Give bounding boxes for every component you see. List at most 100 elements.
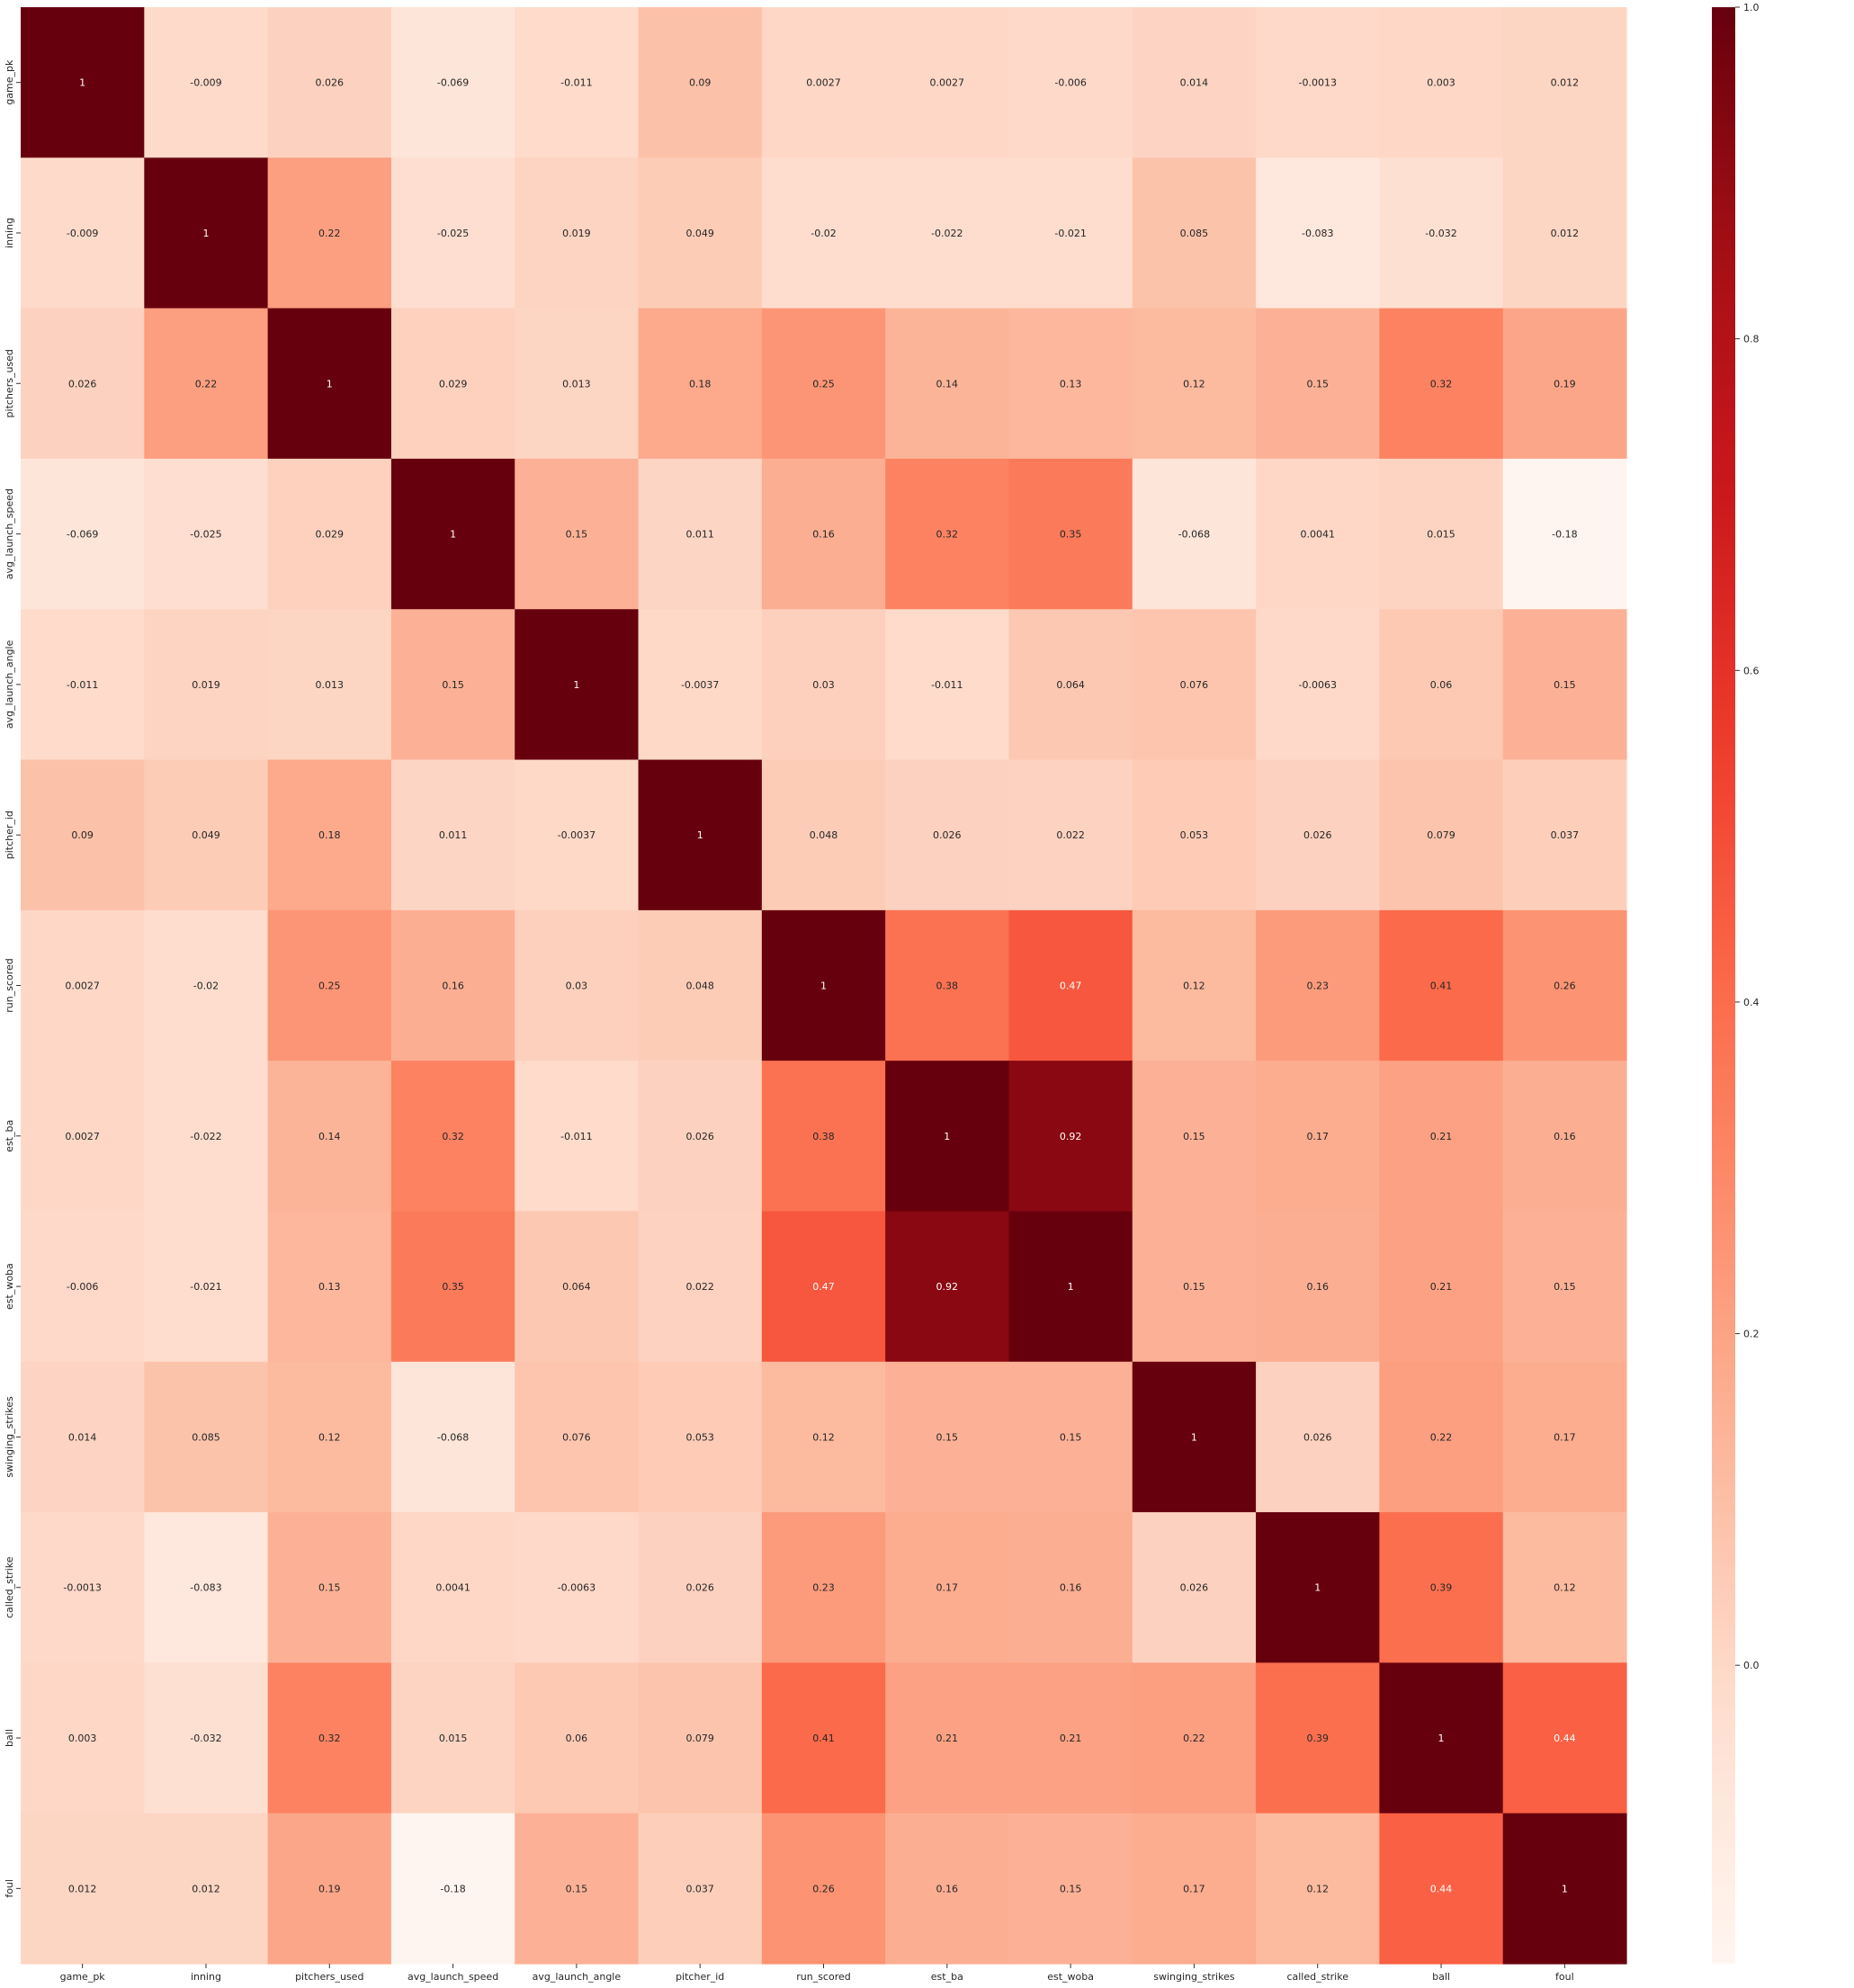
- cell-value-label: -0.068: [437, 1431, 469, 1443]
- heatmap-cell-game_pk-inning: [144, 7, 269, 158]
- cell-value-label: 0.064: [562, 1281, 591, 1293]
- cell-value-label: 0.026: [68, 378, 97, 390]
- heatmap-cell-est_woba-swinging_strikes: [1132, 1211, 1257, 1363]
- heatmap-cell-inning-pitcher_id: [638, 157, 763, 309]
- heatmap-cell-run_scored-foul: [1502, 909, 1627, 1061]
- cell-value-label: 0.076: [1180, 679, 1209, 691]
- cell-value-label: 0.41: [812, 1733, 835, 1744]
- heatmap-cell-ball-est_woba: [1008, 1662, 1133, 1814]
- heatmap-cell-avg_launch_speed-avg_launch_angle: [515, 458, 640, 610]
- y-tick-label: avg_launch_angle: [4, 640, 15, 729]
- cell-value-label: -0.0037: [558, 829, 596, 841]
- cell-value-label: 0.25: [812, 378, 835, 390]
- cell-value-label: 1: [1438, 1733, 1445, 1744]
- cell-value-label: 1: [1068, 1281, 1074, 1293]
- heatmap-cell-inning-foul: [1502, 157, 1627, 309]
- cell-value-label: -0.025: [190, 529, 221, 541]
- cell-value-label: 0.21: [1430, 1281, 1453, 1293]
- heatmap-cell-avg_launch_angle-run_scored: [761, 609, 886, 761]
- cell-value-label: 0.22: [195, 378, 218, 390]
- heatmap-cell-est_ba-run_scored: [761, 1061, 886, 1213]
- cell-value-label: 0.015: [1427, 529, 1455, 541]
- heatmap-cell-foul-called_strike: [1256, 1813, 1380, 1965]
- heatmap-cell-inning-est_ba: [885, 157, 1010, 309]
- heatmap-cell-avg_launch_speed-called_strike: [1256, 458, 1380, 610]
- heatmap-cell-ball-avg_launch_speed: [390, 1662, 515, 1814]
- cell-value-label: 0.32: [1430, 378, 1453, 390]
- y-tick-label: est_ba: [4, 1120, 15, 1152]
- heatmap-cell-called_strike-inning: [144, 1512, 269, 1663]
- cell-value-label: -0.02: [811, 228, 836, 239]
- heatmap-cell-foul-pitchers_used: [267, 1813, 392, 1965]
- cell-value-label: -0.022: [190, 1131, 221, 1142]
- heatmap-cell-pitchers_used-est_woba: [1008, 308, 1133, 460]
- cell-value-label: 0.012: [192, 1883, 220, 1894]
- heatmap-cell-ball-run_scored: [761, 1662, 886, 1814]
- heatmap-cell-avg_launch_angle-swinging_strikes: [1132, 609, 1257, 761]
- colorbar-tick-label: 1.0: [1743, 2, 1760, 13]
- heatmap-cell-ball-swinging_strikes: [1132, 1662, 1257, 1814]
- heatmap-cell-game_pk-swinging_strikes: [1132, 7, 1257, 158]
- cell-value-label: -0.0063: [1298, 679, 1336, 691]
- heatmap-cell-game_pk-foul: [1502, 7, 1627, 158]
- heatmap-cell-called_strike-avg_launch_angle: [515, 1512, 640, 1663]
- x-tick-label: est_ba: [931, 1971, 963, 1983]
- heatmap-cell-ball-pitchers_used: [267, 1662, 392, 1814]
- heatmap-cell-pitchers_used-game_pk: [21, 308, 145, 460]
- cell-value-label: 0.15: [318, 1582, 341, 1594]
- heatmap-annotations: 1 -0.009 0.026 -0.069 -0.011 0.09 0.0027 0.0027…: [63, 77, 1579, 1895]
- heatmap-cell-game_pk-run_scored: [761, 7, 886, 158]
- heatmap-cell-pitchers_used-foul: [1502, 308, 1627, 460]
- cell-value-label: 0.22: [1430, 1431, 1453, 1443]
- heatmap-cell-est_ba-ball: [1379, 1061, 1504, 1213]
- cell-value-label: 0.21: [936, 1733, 959, 1744]
- cell-value-label: 0.026: [933, 829, 962, 841]
- heatmap-cell-run_scored-swinging_strikes: [1132, 909, 1257, 1061]
- heatmap-cell-run_scored-est_ba: [885, 909, 1010, 1061]
- heatmap-cell-foul-game_pk: [21, 1813, 145, 1965]
- y-tick-label: pitchers_used: [4, 349, 15, 417]
- heatmap-cell-pitchers_used-pitcher_id: [638, 308, 763, 460]
- cell-value-label: 0.39: [1306, 1733, 1329, 1744]
- heatmap-cell-pitchers_used-swinging_strikes: [1132, 308, 1257, 460]
- cell-value-label: 0.32: [936, 529, 959, 541]
- heatmap-cell-called_strike-foul: [1502, 1512, 1627, 1663]
- heatmap-cell-pitcher_id-pitcher_id: [638, 759, 763, 911]
- cell-value-label: 0.15: [1554, 1281, 1576, 1293]
- heatmap-cell-est_woba-inning: [144, 1211, 269, 1363]
- heatmap-cell-pitcher_id-est_ba: [885, 759, 1010, 911]
- cell-value-label: -0.009: [67, 228, 98, 239]
- cell-value-label: 0.92: [936, 1281, 959, 1293]
- heatmap-cell-run_scored-avg_launch_speed: [390, 909, 515, 1061]
- cell-value-label: 0.06: [566, 1733, 588, 1744]
- cell-value-label: 0.0027: [65, 981, 100, 992]
- cell-value-label: 0.47: [1060, 981, 1082, 992]
- heatmap-cell-pitchers_used-inning: [144, 308, 269, 460]
- heatmap-cell-pitcher_id-inning: [144, 759, 269, 911]
- heatmap-cell-est_woba-avg_launch_speed: [390, 1211, 515, 1363]
- heatmap-cell-est_ba-pitchers_used: [267, 1061, 392, 1213]
- cell-value-label: -0.006: [1054, 77, 1086, 89]
- heatmap-cell-called_strike-ball: [1379, 1512, 1504, 1663]
- heatmap-cell-swinging_strikes-swinging_strikes: [1132, 1361, 1257, 1513]
- heatmap-cell-called_strike-called_strike: [1256, 1512, 1380, 1663]
- cell-value-label: -0.083: [1302, 228, 1333, 239]
- cell-value-label: 0.15: [566, 1883, 588, 1894]
- y-tick-label: game_pk: [4, 59, 15, 105]
- heatmap-cell-inning-pitchers_used: [267, 157, 392, 309]
- heatmap-cell-avg_launch_angle-inning: [144, 609, 269, 761]
- cell-value-label: 0.15: [1183, 1131, 1205, 1142]
- heatmap-cell-swinging_strikes-avg_launch_angle: [515, 1361, 640, 1513]
- heatmap-cell-swinging_strikes-avg_launch_speed: [390, 1361, 515, 1513]
- cell-value-label: 0.16: [812, 529, 835, 541]
- cell-value-label: 0.076: [562, 1431, 591, 1443]
- cell-value-label: 0.037: [685, 1883, 714, 1894]
- cell-value-label: 0.35: [442, 1281, 464, 1293]
- heatmap-cell-est_ba-avg_launch_speed: [390, 1061, 515, 1213]
- cell-value-label: -0.18: [440, 1883, 465, 1894]
- heatmap-cell-game_pk-pitchers_used: [267, 7, 392, 158]
- cell-value-label: 0.022: [685, 1281, 714, 1293]
- heatmap-cell-foul-avg_launch_angle: [515, 1813, 640, 1965]
- x-tick-label: swinging_strikes: [1153, 1971, 1235, 1983]
- cell-value-label: 0.06: [1430, 679, 1453, 691]
